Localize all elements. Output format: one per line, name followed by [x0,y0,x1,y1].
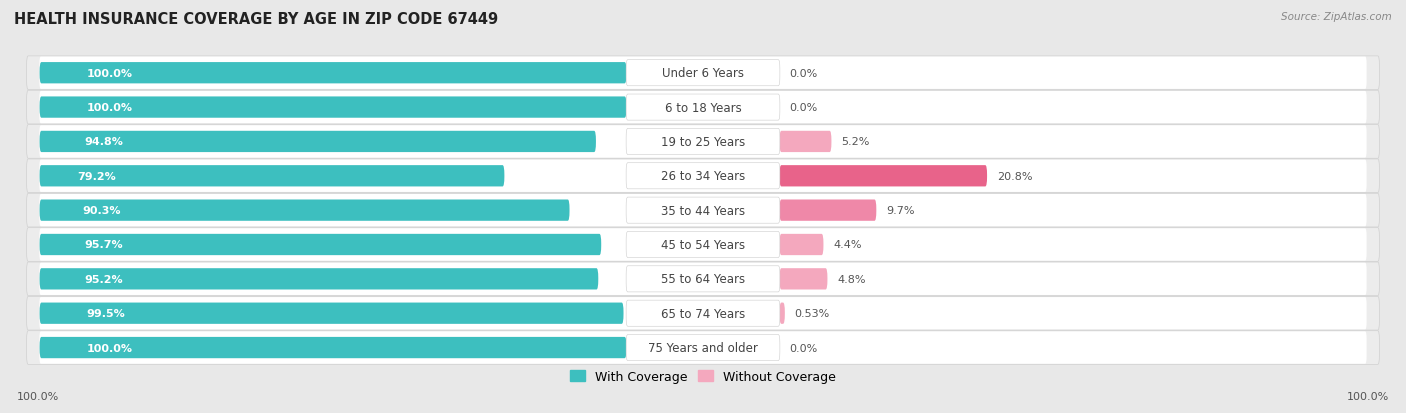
Text: 0.0%: 0.0% [789,69,817,78]
FancyBboxPatch shape [39,166,505,187]
FancyBboxPatch shape [27,297,1379,330]
FancyBboxPatch shape [626,95,780,121]
Text: Source: ZipAtlas.com: Source: ZipAtlas.com [1281,12,1392,22]
FancyBboxPatch shape [27,228,1379,262]
Text: 20.8%: 20.8% [997,171,1032,181]
Text: 45 to 54 Years: 45 to 54 Years [661,238,745,252]
Text: 0.53%: 0.53% [794,309,830,318]
FancyBboxPatch shape [626,300,780,326]
Text: 95.2%: 95.2% [84,274,122,284]
FancyBboxPatch shape [27,57,1379,90]
Text: 5.2%: 5.2% [841,137,869,147]
Text: 99.5%: 99.5% [86,309,125,318]
Text: 100.0%: 100.0% [17,391,59,401]
Text: Under 6 Years: Under 6 Years [662,67,744,80]
FancyBboxPatch shape [39,63,627,84]
Text: 100.0%: 100.0% [87,69,132,78]
FancyBboxPatch shape [39,297,1367,330]
Text: 75 Years and older: 75 Years and older [648,341,758,354]
FancyBboxPatch shape [39,263,1367,295]
Text: 90.3%: 90.3% [82,206,121,216]
FancyBboxPatch shape [39,229,1367,261]
FancyBboxPatch shape [39,126,1367,158]
FancyBboxPatch shape [626,129,780,155]
FancyBboxPatch shape [626,163,780,190]
Text: 0.0%: 0.0% [789,103,817,113]
Text: 95.7%: 95.7% [84,240,124,250]
FancyBboxPatch shape [27,262,1379,296]
Legend: With Coverage, Without Coverage: With Coverage, Without Coverage [565,365,841,388]
FancyBboxPatch shape [39,332,1367,364]
FancyBboxPatch shape [779,268,828,290]
Text: 94.8%: 94.8% [84,137,122,147]
FancyBboxPatch shape [39,337,627,358]
Text: 6 to 18 Years: 6 to 18 Years [665,101,741,114]
Text: 19 to 25 Years: 19 to 25 Years [661,135,745,149]
Text: 100.0%: 100.0% [1347,391,1389,401]
FancyBboxPatch shape [27,91,1379,125]
FancyBboxPatch shape [39,92,1367,124]
FancyBboxPatch shape [626,232,780,258]
FancyBboxPatch shape [39,303,623,324]
FancyBboxPatch shape [779,303,785,324]
FancyBboxPatch shape [39,57,1367,90]
FancyBboxPatch shape [626,335,780,361]
FancyBboxPatch shape [626,61,780,87]
Text: HEALTH INSURANCE COVERAGE BY AGE IN ZIP CODE 67449: HEALTH INSURANCE COVERAGE BY AGE IN ZIP … [14,12,498,27]
Text: 35 to 44 Years: 35 to 44 Years [661,204,745,217]
Text: 4.8%: 4.8% [837,274,866,284]
Text: 100.0%: 100.0% [87,103,132,113]
FancyBboxPatch shape [39,131,596,153]
FancyBboxPatch shape [39,160,1367,192]
FancyBboxPatch shape [39,195,1367,227]
FancyBboxPatch shape [27,125,1379,159]
FancyBboxPatch shape [39,200,569,221]
FancyBboxPatch shape [27,194,1379,228]
FancyBboxPatch shape [39,97,627,119]
Text: 100.0%: 100.0% [87,343,132,353]
Text: 9.7%: 9.7% [886,206,914,216]
FancyBboxPatch shape [626,266,780,292]
Text: 79.2%: 79.2% [77,171,115,181]
FancyBboxPatch shape [626,197,780,224]
Text: 4.4%: 4.4% [832,240,862,250]
FancyBboxPatch shape [39,234,602,256]
FancyBboxPatch shape [39,268,599,290]
Text: 65 to 74 Years: 65 to 74 Years [661,307,745,320]
FancyBboxPatch shape [779,131,831,153]
FancyBboxPatch shape [779,234,824,256]
FancyBboxPatch shape [27,159,1379,193]
FancyBboxPatch shape [27,331,1379,365]
Text: 55 to 64 Years: 55 to 64 Years [661,273,745,286]
Text: 0.0%: 0.0% [789,343,817,353]
Text: 26 to 34 Years: 26 to 34 Years [661,170,745,183]
FancyBboxPatch shape [779,166,987,187]
FancyBboxPatch shape [779,200,876,221]
